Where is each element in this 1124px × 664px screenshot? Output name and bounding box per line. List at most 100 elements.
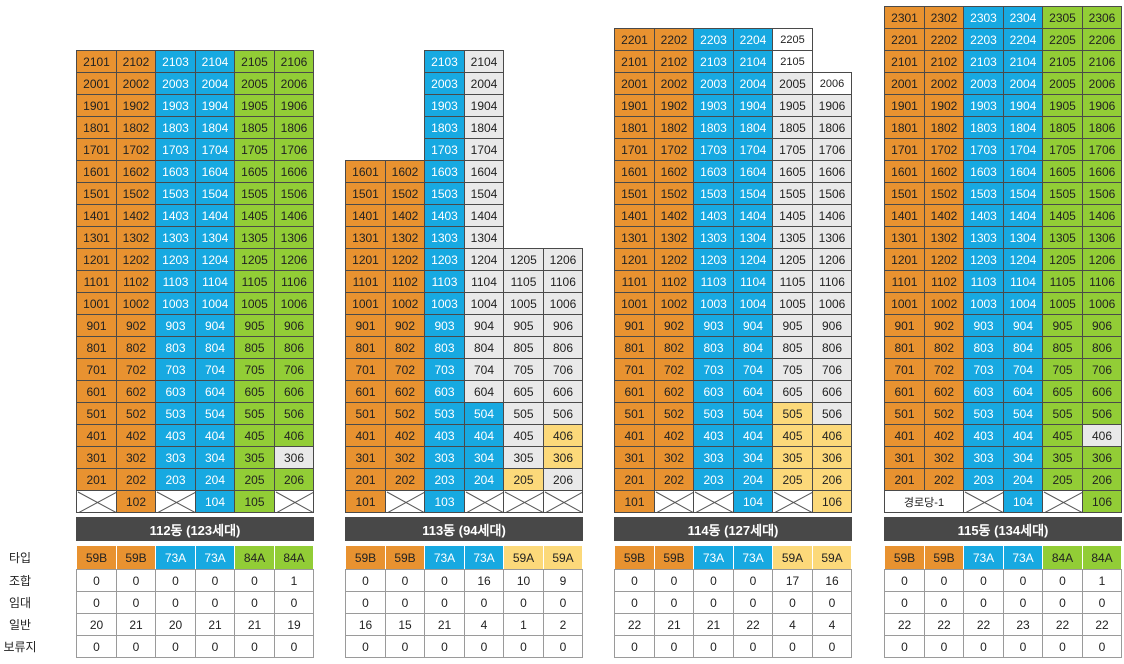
unit-cell: 902 bbox=[385, 314, 425, 337]
unit-cell: 1401 bbox=[884, 204, 925, 227]
unit-cell: 902 bbox=[654, 314, 694, 337]
unit-cell: 502 bbox=[924, 402, 964, 425]
unit-cell: 403 bbox=[963, 424, 1004, 447]
unit-cell: 1203 bbox=[693, 248, 734, 271]
unit-cell: 1706 bbox=[1082, 138, 1122, 161]
unit-cell: 505 bbox=[503, 402, 544, 425]
unit-cell: 403 bbox=[155, 424, 196, 447]
unit-cell: 403 bbox=[693, 424, 734, 447]
count-cell: 0 bbox=[772, 591, 813, 614]
type-cell: 59B bbox=[884, 545, 925, 570]
unit-cell: 603 bbox=[963, 380, 1004, 403]
type-cell: 59B bbox=[614, 545, 655, 570]
unit-cell: 1901 bbox=[76, 94, 117, 117]
unit-cell: 1103 bbox=[963, 270, 1004, 293]
count-cell: 0 bbox=[76, 635, 117, 658]
count-cell: 0 bbox=[155, 569, 196, 592]
unit-cell: 304 bbox=[1003, 446, 1043, 469]
unit-cell: 705 bbox=[234, 358, 275, 381]
unit-cell: 1505 bbox=[772, 182, 813, 205]
unit-cell: 804 bbox=[1003, 336, 1043, 359]
unit-cell: 1105 bbox=[1042, 270, 1083, 293]
unit-cell: 301 bbox=[884, 446, 925, 469]
unit-cell: 1803 bbox=[424, 116, 465, 139]
unit-cell: 1204 bbox=[195, 248, 235, 271]
unit-cell: 406 bbox=[1082, 424, 1122, 447]
unit-cell: 404 bbox=[1003, 424, 1043, 447]
unit-cell: 1503 bbox=[963, 182, 1004, 205]
unit-cell: 1404 bbox=[733, 204, 773, 227]
count-cell: 22 bbox=[1082, 613, 1122, 636]
unit-cell: 503 bbox=[963, 402, 1004, 425]
unit-cell: 1402 bbox=[385, 204, 425, 227]
unit-cell: 1506 bbox=[274, 182, 314, 205]
unit-cell: 1906 bbox=[1082, 94, 1122, 117]
unit-cell: 2103 bbox=[424, 50, 465, 73]
count-cell: 22 bbox=[1042, 613, 1083, 636]
unit-cell: 1005 bbox=[1042, 292, 1083, 315]
unit-cell: 206 bbox=[274, 468, 314, 491]
unit-cell: 1305 bbox=[1042, 226, 1083, 249]
unit-cell: 2001 bbox=[614, 72, 655, 95]
row-label: 일반 bbox=[8, 617, 32, 632]
unit-cell: 2004 bbox=[464, 72, 504, 95]
unit-cell: 1601 bbox=[76, 160, 117, 183]
unit-cell: 2004 bbox=[1003, 72, 1043, 95]
unit-cell: 501 bbox=[76, 402, 117, 425]
unit-cell: 501 bbox=[884, 402, 925, 425]
unit-cell: 1204 bbox=[464, 248, 504, 271]
unit-cell: 806 bbox=[543, 336, 583, 359]
unit-cell: 606 bbox=[543, 380, 583, 403]
unit-cell: 701 bbox=[614, 358, 655, 381]
unit-cell: 1905 bbox=[234, 94, 275, 117]
unit-cell: 505 bbox=[234, 402, 275, 425]
unit-cell: 1103 bbox=[693, 270, 734, 293]
unit-cell: 605 bbox=[234, 380, 275, 403]
unit-cell: 1706 bbox=[274, 138, 314, 161]
count-cell: 0 bbox=[654, 635, 694, 658]
unit-cell: 1702 bbox=[116, 138, 156, 161]
unit-cell: 306 bbox=[812, 446, 852, 469]
unit-cell: 701 bbox=[345, 358, 386, 381]
unit-cell: 2103 bbox=[155, 50, 196, 73]
count-cell: 0 bbox=[385, 635, 425, 658]
unit-cell: 2203 bbox=[693, 28, 734, 51]
unit-cell: 1302 bbox=[654, 226, 694, 249]
count-cell: 0 bbox=[155, 591, 196, 614]
unit-cell: 1303 bbox=[155, 226, 196, 249]
unit-cell: 301 bbox=[76, 446, 117, 469]
unit-cell: 606 bbox=[274, 380, 314, 403]
unit-cell: 1106 bbox=[812, 270, 852, 293]
unit-cell: 1905 bbox=[1042, 94, 1083, 117]
count-cell: 0 bbox=[693, 569, 734, 592]
building-label: 112동 (123세대) bbox=[76, 517, 314, 541]
unit-cell: 1401 bbox=[614, 204, 655, 227]
unit-cell: 1304 bbox=[464, 226, 504, 249]
unit-cell: 101 bbox=[614, 490, 655, 513]
unit-cell: 1502 bbox=[385, 182, 425, 205]
unit-cell: 903 bbox=[693, 314, 734, 337]
unit-cell: 705 bbox=[772, 358, 813, 381]
unit-cell: 1101 bbox=[614, 270, 655, 293]
unit-cell: 1806 bbox=[274, 116, 314, 139]
count-cell: 9 bbox=[543, 569, 583, 592]
unit-cell: 1303 bbox=[693, 226, 734, 249]
unit-cell: 401 bbox=[614, 424, 655, 447]
unit-cell: 1006 bbox=[543, 292, 583, 315]
unit-cell: 705 bbox=[1042, 358, 1083, 381]
unit-cell: 1303 bbox=[424, 226, 465, 249]
count-cell: 4 bbox=[464, 613, 504, 636]
unit-cell: 1904 bbox=[1003, 94, 1043, 117]
unit-cell: 1205 bbox=[503, 248, 544, 271]
unit-cell: 905 bbox=[234, 314, 275, 337]
unit-cell: 502 bbox=[385, 402, 425, 425]
unit-cell: 1003 bbox=[693, 292, 734, 315]
unit-cell: 1906 bbox=[812, 94, 852, 117]
count-cell: 4 bbox=[772, 613, 813, 636]
unit-cell: 1703 bbox=[693, 138, 734, 161]
unit-cell: 905 bbox=[503, 314, 544, 337]
unit-cell: 1102 bbox=[924, 270, 964, 293]
unit-cell: 1103 bbox=[155, 270, 196, 293]
type-cell: 59A bbox=[503, 545, 544, 570]
count-cell: 19 bbox=[274, 613, 314, 636]
